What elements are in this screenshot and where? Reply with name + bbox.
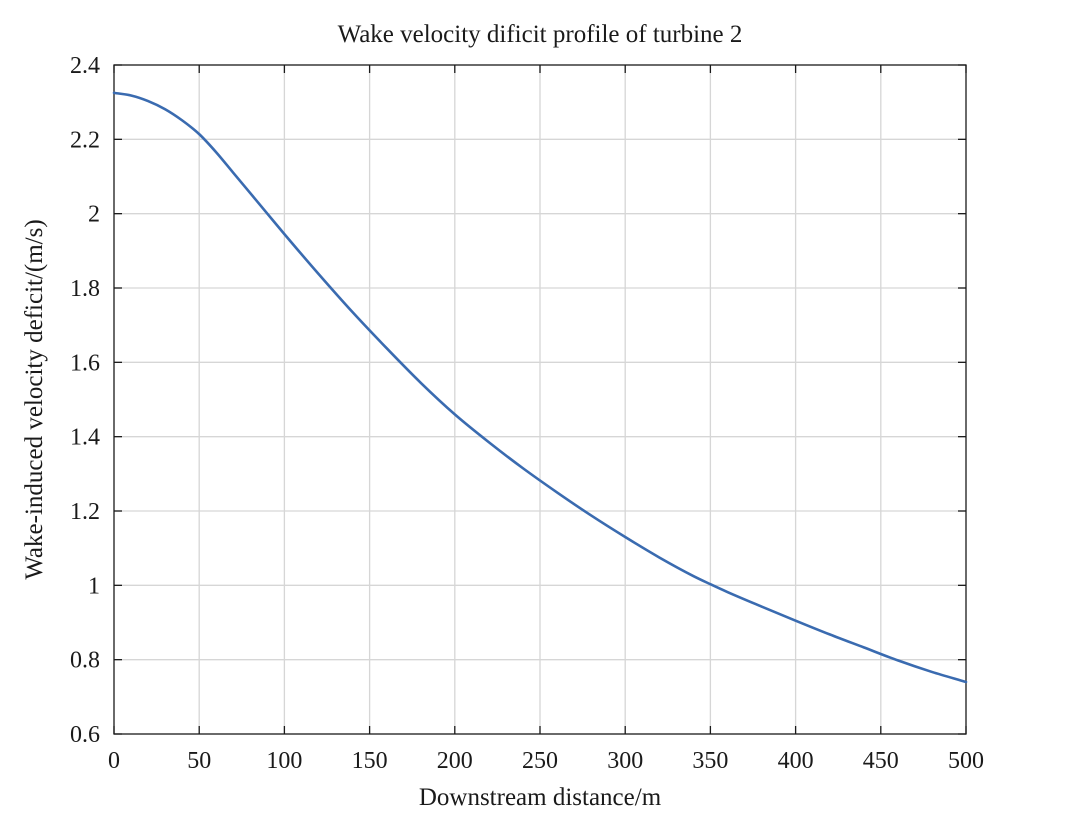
ticks bbox=[113, 64, 967, 735]
y-tick-label: 2.4 bbox=[70, 53, 100, 79]
grid bbox=[114, 65, 966, 734]
x-tick-label: 300 bbox=[607, 748, 643, 774]
y-tick-labels: 0.6 0.8 1 1.2 1.4 1.6 1.8 2 2.2 2.4 bbox=[70, 53, 100, 748]
y-tick-label: 0.8 bbox=[70, 648, 100, 674]
x-tick-labels: 0 50 100 150 200 250 300 350 400 450 500 bbox=[108, 748, 984, 774]
x-tick-label: 0 bbox=[108, 748, 120, 774]
y-tick-label: 1.4 bbox=[70, 425, 100, 451]
x-tick-label: 50 bbox=[187, 748, 211, 774]
x-tick-label: 100 bbox=[266, 748, 302, 774]
x-axis-title: Downstream distance/m bbox=[419, 784, 662, 811]
y-tick-label: 1.8 bbox=[70, 276, 100, 302]
x-tick-label: 350 bbox=[692, 748, 728, 774]
x-tick-label: 200 bbox=[437, 748, 473, 774]
x-tick-label: 150 bbox=[352, 748, 388, 774]
x-tick-label: 450 bbox=[863, 748, 899, 774]
chart-title: Wake velocity dificit profile of turbine… bbox=[338, 21, 743, 48]
y-tick-label: 1.6 bbox=[70, 350, 100, 376]
y-axis-title: Wake-induced velocity deficit/(m/s) bbox=[21, 219, 48, 579]
x-tick-label: 500 bbox=[948, 748, 984, 774]
y-tick-label: 2.2 bbox=[70, 127, 100, 153]
x-tick-label: 250 bbox=[522, 748, 558, 774]
y-tick-label: 1 bbox=[88, 573, 100, 599]
y-tick-label: 0.6 bbox=[70, 722, 100, 748]
x-tick-label: 400 bbox=[778, 748, 814, 774]
series-layer bbox=[112, 91, 968, 684]
y-tick-label: 2 bbox=[88, 202, 100, 228]
y-tick-label: 1.2 bbox=[70, 499, 100, 525]
series-line bbox=[112, 91, 968, 684]
